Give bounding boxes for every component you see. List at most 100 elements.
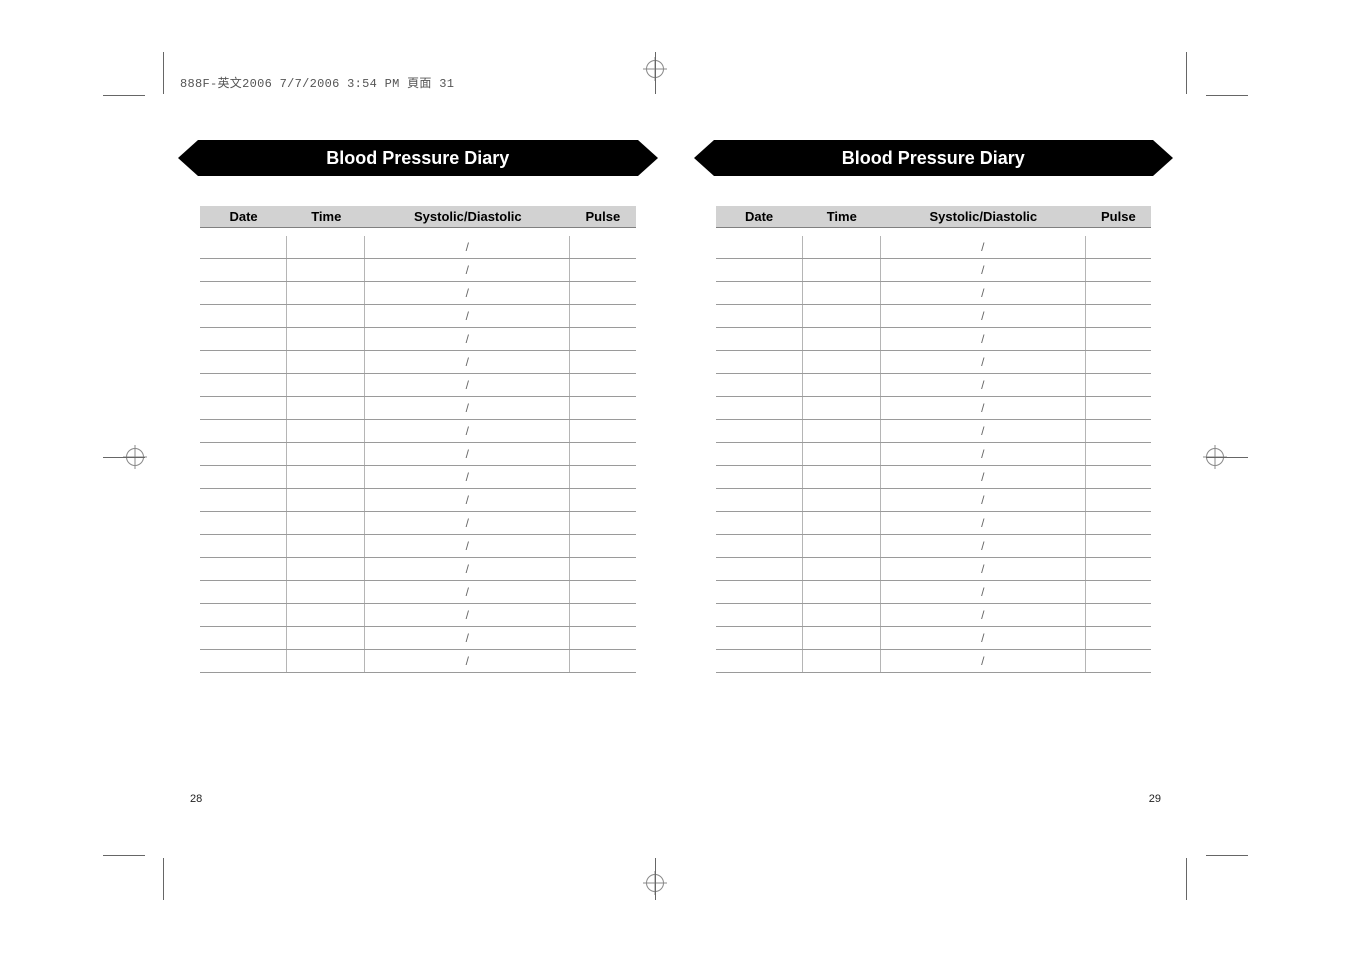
table-row: / [200, 282, 636, 305]
crop-mark [163, 52, 164, 94]
table-row: / [200, 535, 636, 558]
cell-sd: / [365, 535, 570, 557]
cell-date [200, 259, 287, 281]
cell-date [716, 466, 803, 488]
table-row: / [200, 558, 636, 581]
cell-date [716, 581, 803, 603]
cell-time [287, 236, 365, 258]
cell-sd: / [881, 374, 1086, 396]
cell-pulse [1086, 535, 1151, 557]
cell-pulse [1086, 650, 1151, 672]
cell-time [287, 420, 365, 442]
cell-time [803, 604, 881, 626]
table-body-right: /////////////////// [716, 236, 1152, 673]
cell-time [287, 443, 365, 465]
cell-date [716, 236, 803, 258]
cell-pulse [570, 397, 635, 419]
cell-sd: / [881, 397, 1086, 419]
cell-pulse [570, 328, 635, 350]
cell-sd: / [365, 282, 570, 304]
cell-time [287, 581, 365, 603]
table-row: / [716, 489, 1152, 512]
cell-time [803, 650, 881, 672]
cell-time [287, 374, 365, 396]
crop-mark [103, 95, 145, 96]
cell-time [803, 466, 881, 488]
cell-time [803, 489, 881, 511]
page-spread: Blood Pressure Diary Date Time Systolic/… [190, 140, 1161, 673]
cell-sd: / [881, 627, 1086, 649]
cell-pulse [570, 305, 635, 327]
cell-date [716, 282, 803, 304]
cell-sd: / [365, 305, 570, 327]
banner-title-left: Blood Pressure Diary [198, 140, 638, 176]
table-header: Date Time Systolic/Diastolic Pulse [200, 206, 636, 228]
cell-time [287, 512, 365, 534]
table-row: / [200, 443, 636, 466]
cell-sd: / [365, 351, 570, 373]
cell-pulse [570, 535, 635, 557]
cell-time [803, 282, 881, 304]
cell-date [716, 443, 803, 465]
cell-date [716, 650, 803, 672]
cell-sd: / [365, 328, 570, 350]
cell-time [803, 374, 881, 396]
crop-mark [655, 858, 656, 900]
table-row: / [716, 604, 1152, 627]
cell-date [716, 328, 803, 350]
cell-date [200, 627, 287, 649]
crop-mark [655, 52, 656, 94]
cell-sd: / [365, 558, 570, 580]
cell-sd: / [881, 512, 1086, 534]
cell-pulse [1086, 328, 1151, 350]
cell-pulse [1086, 443, 1151, 465]
cell-pulse [570, 374, 635, 396]
table-row: / [716, 397, 1152, 420]
banner-title-right: Blood Pressure Diary [714, 140, 1154, 176]
col-header-time: Time [287, 209, 365, 224]
diary-table-right: Date Time Systolic/Diastolic Pulse /////… [706, 206, 1162, 673]
cell-time [803, 397, 881, 419]
cell-date [716, 535, 803, 557]
cell-pulse [1086, 627, 1151, 649]
cell-pulse [570, 259, 635, 281]
crop-mark [1186, 858, 1187, 900]
cell-date [716, 558, 803, 580]
cell-time [803, 581, 881, 603]
cell-date [716, 374, 803, 396]
cell-date [716, 489, 803, 511]
cell-date [716, 512, 803, 534]
cell-pulse [1086, 282, 1151, 304]
col-header-pulse: Pulse [570, 209, 635, 224]
cell-date [716, 351, 803, 373]
cell-date [200, 512, 287, 534]
cell-time [287, 604, 365, 626]
cell-date [200, 604, 287, 626]
cell-date [200, 374, 287, 396]
cell-date [200, 328, 287, 350]
cell-date [200, 351, 287, 373]
crop-mark [163, 858, 164, 900]
cell-time [287, 282, 365, 304]
cell-pulse [1086, 581, 1151, 603]
cell-time [803, 305, 881, 327]
cell-sd: / [365, 236, 570, 258]
table-row: / [200, 627, 636, 650]
cell-sd: / [365, 489, 570, 511]
cell-time [803, 328, 881, 350]
cell-pulse [1086, 351, 1151, 373]
cell-sd: / [881, 558, 1086, 580]
cell-time [803, 420, 881, 442]
diary-table-left: Date Time Systolic/Diastolic Pulse /////… [190, 206, 646, 673]
table-row: / [200, 397, 636, 420]
cell-sd: / [365, 650, 570, 672]
table-row: / [716, 282, 1152, 305]
cell-date [716, 604, 803, 626]
col-header-sd: Systolic/Diastolic [881, 209, 1086, 224]
cell-pulse [570, 466, 635, 488]
cell-date [200, 535, 287, 557]
cell-sd: / [881, 328, 1086, 350]
table-row: / [716, 420, 1152, 443]
cell-pulse [1086, 489, 1151, 511]
cell-time [287, 259, 365, 281]
